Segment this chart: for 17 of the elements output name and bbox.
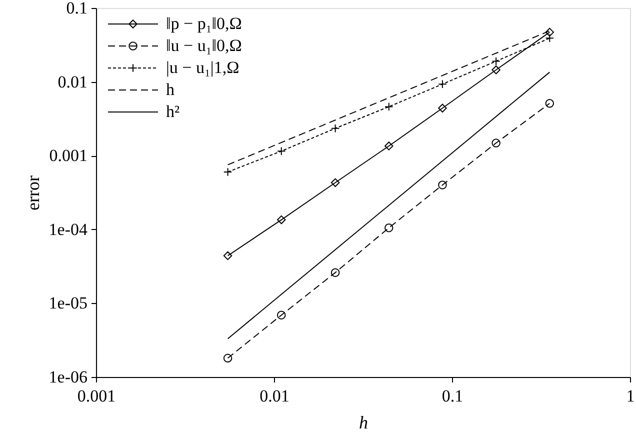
x-tick-label: 0.1 — [442, 386, 464, 406]
x-tick-label: 0.001 — [77, 386, 116, 406]
y-tick-label: 0.001 — [49, 146, 88, 166]
x-tick-label: 1 — [626, 386, 635, 406]
legend-label: |u − u₁|1,Ω — [166, 58, 240, 77]
legend-label: h — [166, 80, 175, 99]
y-tick-label: 1e-05 — [48, 294, 88, 313]
y-tick-label: 1e-06 — [48, 368, 88, 386]
y-tick-label: 0.1 — [66, 0, 88, 18]
legend-label: ‖p − p₁‖0,Ω — [166, 14, 242, 33]
legend-label: h² — [166, 102, 180, 121]
x-tick-label: 0.01 — [260, 386, 290, 406]
y-tick-label: 1e-04 — [48, 220, 88, 239]
legend-label: ‖u − u₁‖0,Ω — [166, 36, 242, 55]
y-axis-title: error — [22, 176, 43, 210]
y-tick-label: 0.01 — [58, 72, 88, 92]
x-axis-title: h — [359, 412, 368, 432]
